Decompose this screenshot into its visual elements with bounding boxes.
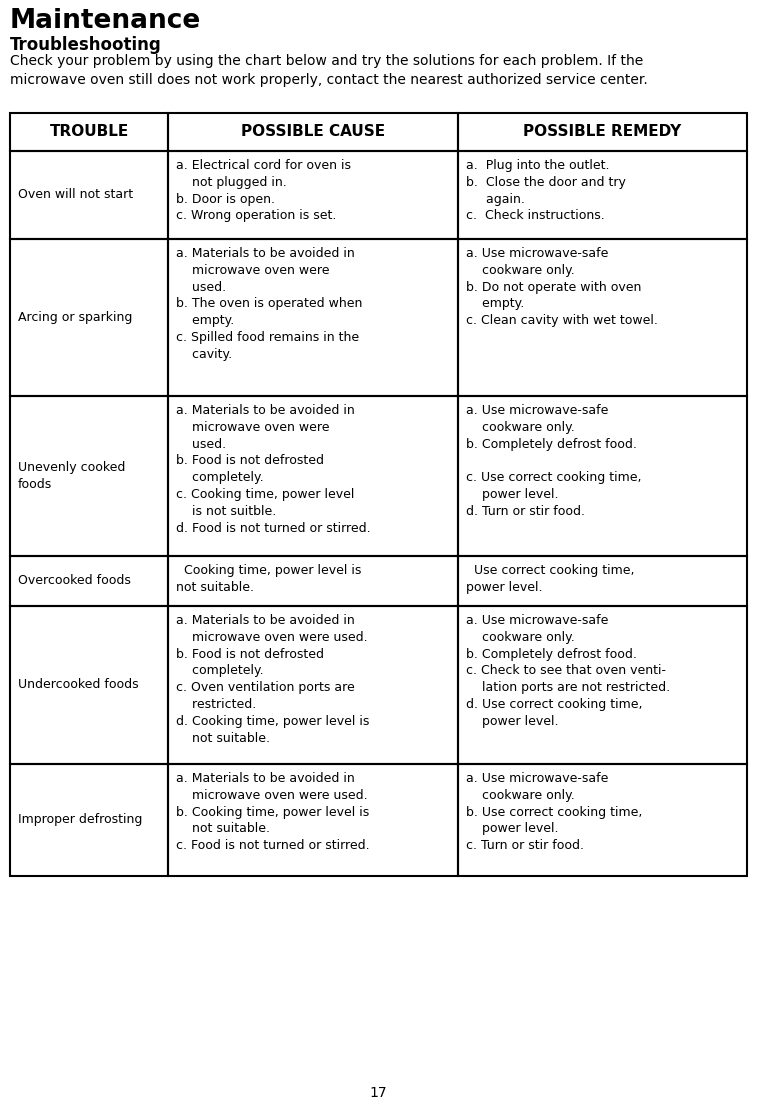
Text: Use correct cooking time,
power level.: Use correct cooking time, power level. [466, 564, 634, 594]
Text: Oven will not start: Oven will not start [18, 188, 133, 202]
Bar [169, 395, 458, 556]
Text: a. Materials to be avoided in
    microwave oven were used.
b. Cooking time, pow: a. Materials to be avoided in microwave … [176, 772, 370, 852]
Text: a. Electrical cord for oven is
    not plugged in.
b. Door is open.
c. Wrong ope: a. Electrical cord for oven is not plugg… [176, 159, 351, 223]
Text: a.  Plug into the outlet.
b.  Close the door and try
     again.
c.  Check instr: a. Plug into the outlet. b. Close the do… [466, 159, 626, 223]
Bar [169, 606, 458, 764]
Bar [458, 152, 747, 240]
Bar [458, 764, 747, 876]
Text: a. Materials to be avoided in
    microwave oven were
    used.
b. Food is not d: a. Materials to be avoided in microwave … [176, 404, 371, 535]
Bar [458, 240, 747, 395]
Bar [169, 113, 458, 152]
Bar [169, 764, 458, 876]
Bar [10, 764, 169, 876]
Bar [10, 606, 169, 764]
Bar [10, 152, 169, 240]
Text: POSSIBLE REMEDY: POSSIBLE REMEDY [523, 125, 681, 139]
Text: Maintenance: Maintenance [10, 8, 201, 35]
Text: Cooking time, power level is
not suitable.: Cooking time, power level is not suitabl… [176, 564, 362, 594]
Bar [169, 152, 458, 240]
Bar [169, 240, 458, 395]
Text: Undercooked foods: Undercooked foods [18, 678, 139, 692]
Text: Overcooked foods: Overcooked foods [18, 575, 131, 587]
Text: a. Use microwave-safe
    cookware only.
b. Completely defrost food.
c. Check to: a. Use microwave-safe cookware only. b. … [466, 614, 670, 727]
Text: a. Use microwave-safe
    cookware only.
b. Use correct cooking time,
    power : a. Use microwave-safe cookware only. b. … [466, 772, 643, 852]
Bar [10, 556, 169, 606]
Bar [10, 395, 169, 556]
Bar [10, 240, 169, 395]
Text: TROUBLE: TROUBLE [50, 125, 129, 139]
Bar [169, 556, 458, 606]
Text: Improper defrosting: Improper defrosting [18, 813, 142, 827]
Bar [10, 113, 169, 152]
Bar [458, 395, 747, 556]
Text: a. Use microwave-safe
    cookware only.
b. Do not operate with oven
    empty.
: a. Use microwave-safe cookware only. b. … [466, 247, 658, 328]
Text: a. Use microwave-safe
    cookware only.
b. Completely defrost food.

c. Use cor: a. Use microwave-safe cookware only. b. … [466, 404, 642, 518]
Text: a. Materials to be avoided in
    microwave oven were used.
b. Food is not defro: a. Materials to be avoided in microwave … [176, 614, 370, 744]
Text: Check your problem by using the chart below and try the solutions for each probl: Check your problem by using the chart be… [10, 53, 648, 87]
Text: Unevenly cooked
foods: Unevenly cooked foods [18, 461, 126, 491]
Text: a. Materials to be avoided in
    microwave oven were
    used.
b. The oven is o: a. Materials to be avoided in microwave … [176, 247, 363, 361]
Text: 17: 17 [369, 1086, 388, 1100]
Bar [458, 606, 747, 764]
Text: Arcing or sparking: Arcing or sparking [18, 311, 132, 324]
Bar [458, 113, 747, 152]
Text: POSSIBLE CAUSE: POSSIBLE CAUSE [241, 125, 385, 139]
Bar [458, 556, 747, 606]
Text: Troubleshooting: Troubleshooting [10, 36, 162, 53]
